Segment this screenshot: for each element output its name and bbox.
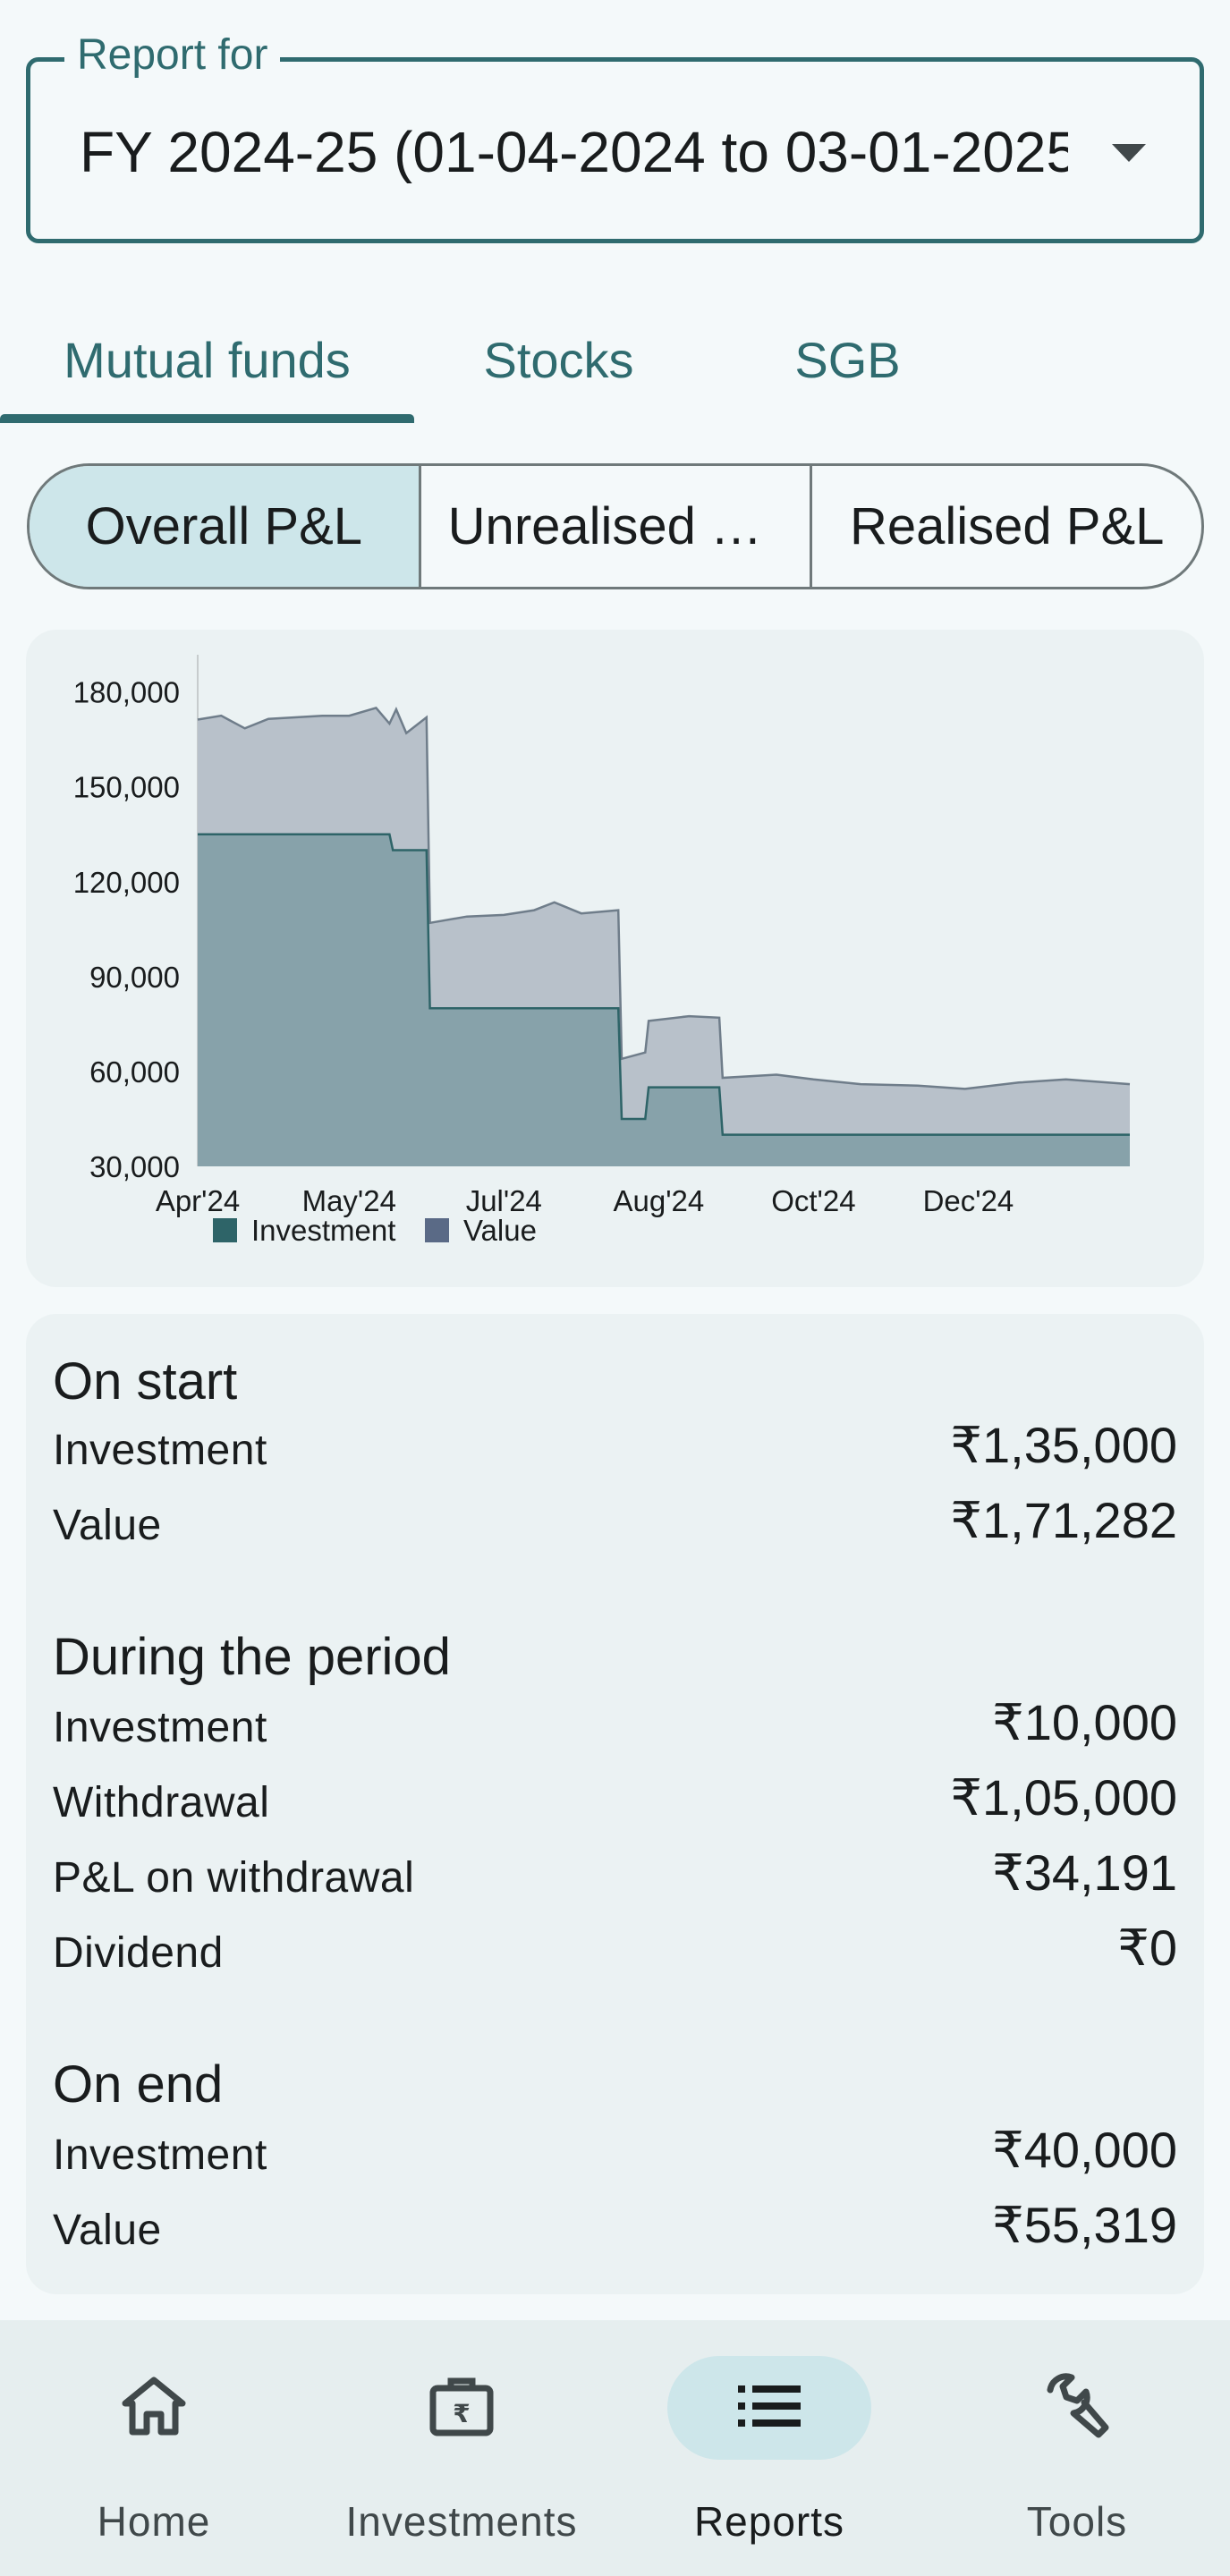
- row-value: ₹1,05,000: [950, 1769, 1177, 1826]
- row-label: Investment: [53, 2131, 267, 2179]
- summary-row: P&L on withdrawal ₹34,191: [53, 1844, 1177, 1902]
- row-label: Investment: [53, 1427, 267, 1474]
- investment-value-chart: 180,000150,000120,00090,00060,00030,000A…: [73, 655, 1131, 1247]
- home-icon: [100, 2370, 208, 2442]
- segment-label: Realised P&L: [849, 497, 1165, 555]
- tab-label: Mutual funds: [64, 332, 351, 388]
- nav-label: Reports: [693, 2498, 845, 2545]
- tab-mutual-funds[interactable]: Mutual funds: [0, 295, 414, 425]
- nav-investments[interactable]: ₹ Investments: [308, 2320, 615, 2576]
- summary-row: Value ₹1,71,282: [53, 1492, 1177, 1550]
- pnl-chart-card: 180,000 150,000 120,000 90,000 60,000 30,000 A…: [26, 630, 1204, 1287]
- legend-label: Value: [463, 1214, 537, 1247]
- bottom-navigation: Home ₹ Investments Reports: [0, 2320, 1230, 2576]
- legend-label: Investment: [251, 1214, 395, 1247]
- summary-row: Value ₹55,319: [53, 2197, 1177, 2255]
- row-label: Value: [53, 2207, 162, 2254]
- nav-label: Home: [97, 2498, 211, 2545]
- nav-reports[interactable]: Reports: [615, 2320, 923, 2576]
- segment-label: Overall P&L: [85, 497, 363, 555]
- row-value: ₹40,000: [992, 2122, 1177, 2178]
- svg-text:₹: ₹: [453, 2399, 470, 2428]
- x-tick-label: Apr'24: [156, 1184, 240, 1217]
- row-label: Withdrawal: [53, 1779, 270, 1826]
- row-value: ₹1,71,282: [950, 1492, 1177, 1548]
- y-tick-label: 90,000: [89, 961, 180, 994]
- list-icon: [716, 2370, 823, 2442]
- nav-label: Investments: [345, 2498, 578, 2545]
- on-start-heading: On start: [53, 1352, 238, 1411]
- report-period-label: Report for: [64, 30, 281, 80]
- during-period-heading: During the period: [53, 1628, 451, 1686]
- row-value: ₹34,191: [992, 1844, 1177, 1901]
- row-value: ₹10,000: [992, 1694, 1177, 1750]
- row-label: Dividend: [53, 1929, 224, 1977]
- summary-row: Investment ₹1,35,000: [53, 1417, 1177, 1475]
- investment-area: [198, 834, 1130, 1166]
- tab-label: SGB: [794, 332, 901, 388]
- segment-label: Unrealised P&L: [447, 497, 784, 555]
- asset-tabs: Mutual funds Stocks SGB: [0, 295, 1230, 425]
- summary-row: Investment ₹40,000: [53, 2122, 1177, 2180]
- tab-indicator: [0, 414, 414, 423]
- x-tick-label: Jul'24: [466, 1184, 542, 1217]
- segment-overall-pnl[interactable]: Overall P&L: [30, 466, 419, 587]
- y-tick-label: 150,000: [73, 771, 180, 804]
- legend-swatch: [425, 1218, 449, 1242]
- row-label: Value: [53, 1502, 162, 1549]
- value-line: [197, 706, 1131, 1090]
- y-tick-label: 30,000: [89, 1150, 180, 1183]
- summary-card: On start Investment ₹1,35,000 Value ₹1,7…: [26, 1314, 1204, 2294]
- summary-row: Investment ₹10,000: [53, 1694, 1177, 1752]
- dropdown-arrow-icon[interactable]: [1112, 144, 1146, 162]
- x-tick-label: Dec'24: [923, 1184, 1014, 1217]
- y-tick-label: 60,000: [89, 1055, 180, 1089]
- segment-unrealised-pnl[interactable]: Unrealised P&L: [418, 466, 810, 587]
- row-label: P&L on withdrawal: [53, 1854, 415, 1902]
- summary-row: Dividend ₹0: [53, 1919, 1177, 1978]
- row-value: ₹1,35,000: [950, 1417, 1177, 1473]
- legend-swatch: [213, 1218, 237, 1242]
- on-end-heading: On end: [53, 2055, 224, 2114]
- tab-sgb[interactable]: SGB: [703, 295, 992, 425]
- x-tick-label: May'24: [302, 1184, 396, 1217]
- investment-line: [198, 833, 1130, 1136]
- report-period-dropdown[interactable]: FY 2024-25 (01-04-2024 to 03-01-2025): [26, 57, 1204, 243]
- nav-label: Tools: [1026, 2498, 1128, 2545]
- tab-label: Stocks: [483, 332, 634, 388]
- nav-tools[interactable]: Tools: [923, 2320, 1230, 2576]
- summary-row: Withdrawal ₹1,05,000: [53, 1769, 1177, 1827]
- y-tick-label: 120,000: [73, 866, 180, 899]
- row-value: ₹0: [1117, 1919, 1177, 1976]
- report-period-value: FY 2024-25 (01-04-2024 to 03-01-2025): [80, 121, 1068, 183]
- wrench-icon: [1023, 2370, 1131, 2442]
- segment-realised-pnl[interactable]: Realised P&L: [810, 466, 1201, 587]
- briefcase-rupee-icon: ₹: [408, 2370, 515, 2442]
- row-value: ₹55,319: [992, 2197, 1177, 2253]
- x-tick-label: Aug'24: [613, 1184, 704, 1217]
- x-tick-label: Oct'24: [771, 1184, 855, 1217]
- y-tick-label: 180,000: [73, 676, 180, 709]
- nav-home[interactable]: Home: [0, 2320, 308, 2576]
- tab-stocks[interactable]: Stocks: [414, 295, 703, 425]
- row-label: Investment: [53, 1704, 267, 1751]
- pnl-segmented-control: Overall P&L Unrealised P&L Realised P&L: [27, 463, 1204, 589]
